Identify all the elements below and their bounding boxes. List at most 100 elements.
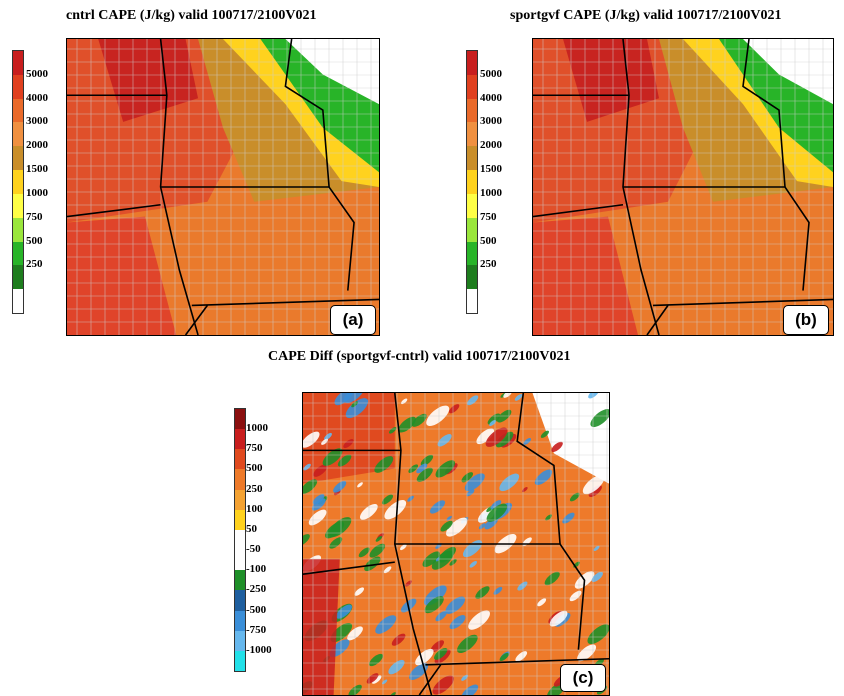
diff-cell [468,610,490,630]
diff-cell [537,598,547,607]
diff-cell [591,571,603,583]
diff-cell [358,547,370,558]
diff-cell [364,556,381,572]
colorbar-segment [235,489,245,511]
diff-cell [445,596,466,614]
diff-cell [493,586,503,595]
state-borders [533,39,833,335]
diff-cell [514,394,523,401]
diff-cell [303,431,320,448]
diff-cell [544,571,560,586]
colorbar-segment [235,650,245,672]
diff-cell [521,487,528,493]
diff-cell [407,495,414,502]
field-west-high [67,216,177,335]
diff-cell [515,651,528,662]
diff-cell [489,419,497,427]
panel-b-badge: (b) [783,305,829,335]
colorbar-label: -50 [246,543,261,556]
diff-cell [303,463,311,471]
colorbar-label: 250 [246,482,263,495]
colorbar-label: 250 [480,258,497,271]
diff-cell [325,521,345,539]
panel-b-colorbar [466,50,478,314]
diff-cell [381,494,394,505]
colorbar-segment [13,51,23,76]
colorbar-segment [467,217,477,243]
colorbar-label: 100 [246,502,263,515]
diff-cell [551,441,563,452]
diff-cell [499,652,509,662]
diff-cell [371,675,382,684]
diff-cell [523,437,532,445]
colorbar-label: 2000 [480,139,502,152]
colorbar-label: -1000 [246,643,272,656]
diff-cell [430,640,445,653]
diff-cell [375,535,383,542]
state-borders [303,393,609,695]
colorbar-segment [13,193,23,219]
panel-a-cape-field [67,39,379,335]
colorbar-segment [467,98,477,123]
diff-cell [577,644,597,662]
diff-cell [312,494,325,505]
panel-c-colorbar-labels: 1000 750 500 250 100 50 -50 -100 -250 -500 -750 -10… [246,408,286,670]
diff-cell [588,393,600,399]
colorbar-segment [13,122,23,147]
colorbar-label: 4000 [480,91,502,104]
diff-cell [390,692,396,695]
panel-a-colorbar [12,50,24,314]
colorbar-segment [13,74,23,100]
diff-cell [375,615,397,634]
diff-cell [449,404,460,414]
panel-a-map [66,38,380,336]
diff-cell [590,409,609,428]
diff-cell [549,610,568,627]
colorbar-segment [235,610,245,632]
panel-b-map [532,38,834,336]
diff-cell [343,439,354,449]
diff-cell [446,515,452,521]
colorbar-label: 750 [246,442,263,455]
county-grid [67,39,379,335]
diff-cell [593,545,600,551]
diff-cell [384,499,407,520]
diff-cell [311,498,326,511]
colorbar-segment [13,289,23,314]
colorbar-segment [235,509,245,531]
diff-cell [464,473,485,492]
diff-cell [333,480,347,493]
diff-cell [313,464,328,477]
colorbar-label: 5000 [480,67,502,80]
colorbar-segment [235,449,245,470]
colorbar-label: 750 [480,210,497,223]
colorbar-segment [467,122,477,147]
colorbar-segment [467,193,477,219]
colorbar-segment [467,170,477,195]
colorbar-segment [467,146,477,171]
diff-cell [466,489,475,497]
field-west-positive [303,559,340,695]
diff-cell [540,430,550,438]
diff-cell [503,393,513,398]
colorbar-segment [235,409,245,430]
colorbar-label: 500 [246,462,263,475]
diff-cell [354,587,365,596]
colorbar-segment [13,217,23,243]
diff-cell [569,492,580,502]
colorbar-label: -750 [246,623,267,636]
diff-cell [432,675,454,695]
colorbar-segment [235,570,245,591]
diff-cell [357,482,363,488]
panel-c-diff-field [303,393,609,695]
diff-cell [334,393,354,406]
panel-b-colorbar-labels: 5000 4000 3000 2000 1500 1000 750 500 250 [480,50,520,312]
diff-cell [486,503,508,522]
diff-cell [582,475,605,495]
colorbar-label: 250 [26,258,43,271]
colorbar-segment [235,429,245,450]
colorbar-segment [235,550,245,571]
diff-cell [322,448,343,466]
colorbar-label: 500 [480,234,497,247]
colorbar-segment [467,241,477,266]
